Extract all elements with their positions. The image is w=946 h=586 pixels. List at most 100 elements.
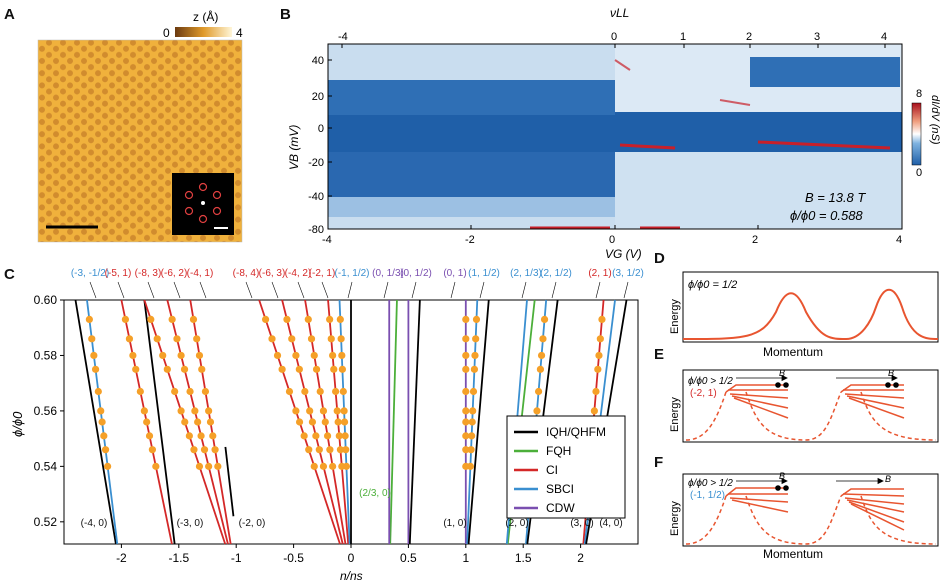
x-axis-label: n/ns	[340, 569, 363, 583]
data-point	[101, 446, 110, 454]
data-point	[283, 315, 291, 324]
data-point	[125, 335, 134, 343]
flux-label: ϕ/ϕ0 > 1/2	[688, 376, 733, 387]
panel-label-c: C	[4, 266, 15, 283]
field-annotation: B = 13.8 T	[805, 190, 866, 205]
legend-entry: SBCI	[546, 482, 574, 496]
wannier-label: (1, 0)	[443, 518, 466, 529]
data-point	[209, 432, 217, 440]
flux-label: ϕ/ϕ0 = 1/2	[688, 279, 737, 291]
arrow-label-1: B	[779, 368, 785, 378]
data-point	[326, 446, 334, 454]
wannier-label: (1, 1/2)	[468, 268, 500, 279]
data-point	[195, 462, 204, 470]
y-tick-label: 20	[312, 91, 324, 103]
data-point	[594, 365, 602, 373]
data-point	[330, 365, 338, 373]
data-point	[342, 446, 350, 454]
energy-label: Energy	[669, 397, 681, 432]
y-tick-label: -40	[308, 191, 324, 203]
wannier-label: (-6, 2)	[161, 268, 188, 279]
data-point	[590, 407, 598, 415]
data-point	[339, 387, 347, 396]
wannier-label: (2, 1/3)	[510, 268, 542, 279]
arrow-label-1: B	[779, 471, 785, 481]
data-point	[195, 351, 204, 360]
data-point	[472, 315, 481, 324]
panel-label-a: A	[4, 6, 15, 23]
wannier-label: (0, 1/3)	[372, 268, 404, 279]
data-point	[470, 365, 479, 373]
data-point	[129, 351, 137, 360]
data-point	[462, 407, 470, 415]
y-tick-label: 0.58	[34, 348, 58, 362]
y-tick-label: 0.52	[34, 515, 58, 529]
wannier-label: (0, 1)	[443, 268, 466, 279]
data-point	[98, 418, 106, 426]
data-point	[268, 335, 276, 343]
data-point	[310, 462, 318, 470]
panel-f-band-diagram: B B ϕ/ϕ0 > 1/2 (-1, 1/2) Energy Momentum	[669, 471, 939, 561]
x-tick-label: 2	[752, 234, 758, 246]
data-point	[292, 407, 300, 415]
data-point	[147, 315, 155, 324]
data-point	[338, 365, 346, 373]
data-point	[462, 315, 470, 324]
x-tick-label: -4	[322, 234, 332, 246]
band-curve	[682, 288, 939, 341]
wannier-label: (-5, 1)	[105, 268, 132, 279]
wannier-label: (2, 1)	[588, 268, 611, 279]
gap-trajectory-line	[143, 299, 176, 545]
data-point	[468, 432, 476, 440]
data-point	[180, 365, 189, 373]
wannier-label: (-2, 0)	[239, 518, 266, 529]
data-point	[336, 315, 344, 324]
wannier-label: (2, 1/2)	[540, 268, 572, 279]
data-point	[94, 387, 102, 396]
energy-label: Energy	[669, 299, 681, 334]
data-point	[190, 446, 198, 454]
x-tick-label: 2	[577, 551, 584, 565]
data-point	[143, 418, 151, 426]
wannier-label: (-6, 3)	[259, 268, 286, 279]
data-point	[337, 335, 345, 343]
data-point	[285, 387, 294, 396]
data-point	[104, 462, 112, 470]
legend-entry: CDW	[546, 501, 575, 515]
data-point	[201, 387, 210, 396]
data-point	[312, 432, 320, 440]
gap-trajectory-line	[224, 446, 235, 517]
data-point	[533, 407, 541, 415]
data-point	[152, 462, 160, 470]
energy-label: Energy	[669, 501, 681, 536]
data-point	[278, 365, 286, 373]
data-point	[163, 365, 171, 373]
top-tick-label: 2	[746, 31, 752, 43]
data-point	[596, 335, 604, 343]
momentum-label: Momentum	[763, 547, 823, 561]
x-tick-label: 0.5	[400, 551, 417, 565]
data-point	[85, 315, 93, 324]
data-point	[304, 315, 312, 324]
y-axis-label: VB (mV)	[287, 125, 301, 170]
wannier-label: (-8, 4)	[233, 268, 260, 279]
data-point	[301, 387, 309, 396]
data-point	[145, 432, 154, 440]
panel-label-b: B	[280, 6, 291, 23]
x-tick-label: 1	[462, 551, 469, 565]
data-point	[340, 418, 349, 426]
wannier-label: (-8, 3)	[135, 268, 162, 279]
data-point	[206, 418, 215, 426]
state-label: (-2, 1)	[690, 388, 717, 399]
data-point	[341, 432, 349, 440]
gap-trajectory-line	[74, 299, 117, 545]
top-tick-label: 3	[814, 31, 820, 43]
wannier-label: (2, 0)	[505, 518, 528, 529]
data-point	[540, 315, 549, 324]
data-point	[181, 418, 189, 426]
data-point	[469, 407, 477, 415]
top-tick-label: -4	[338, 31, 348, 43]
legend: IQH/QHFM FQH CI SBCI CDW	[506, 415, 626, 519]
data-point	[462, 365, 470, 373]
data-point	[332, 387, 340, 396]
